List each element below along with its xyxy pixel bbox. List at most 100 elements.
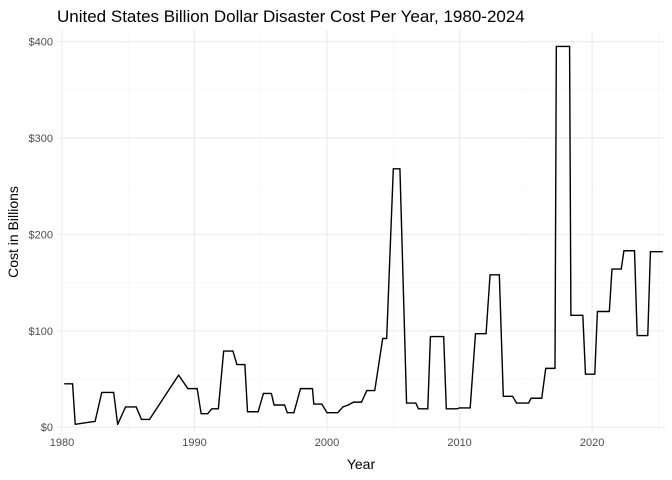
x-axis-title: Year [347,456,376,472]
data-point [187,388,189,390]
data-point [485,333,487,335]
x-tick-label: 1980 [50,437,74,449]
data-point [148,418,151,421]
data-point [299,388,302,390]
data-point [596,310,599,313]
data-point [386,337,388,340]
data-point [502,395,504,397]
data-point [608,310,610,313]
data-point [352,401,355,403]
data-point [337,412,339,414]
data-point [511,395,514,397]
y-axis-ticks: $0 $100 $200 $300 $400 [29,37,53,435]
data-point [326,412,328,414]
data-point [554,367,556,369]
data-point [140,418,143,421]
x-tick-label: 1990 [182,437,206,449]
data-point [236,363,238,366]
data-point [636,334,638,337]
data-point [135,406,137,408]
data-point [429,335,432,338]
data-point [87,421,90,423]
grid [58,30,665,432]
data-point [661,251,663,253]
data-point [246,411,249,413]
data-point [293,412,295,414]
data-point [458,407,461,409]
data-point [81,422,83,424]
data-point [257,411,259,413]
y-axis-title: Cost in Billions [5,186,21,278]
data-point [570,314,572,316]
data-point [443,335,445,338]
y-tick-label: $300 [29,133,53,145]
x-tick-label: 2000 [315,437,339,449]
y-tick-label: $400 [29,37,53,49]
data-point [647,334,649,337]
data-point [311,388,314,390]
data-point [405,402,408,404]
data-point [545,367,547,369]
data-point [211,408,213,410]
data-point [217,408,219,410]
data-point [244,363,246,366]
data-point [415,402,417,404]
data-point [342,406,344,408]
data-point [207,413,209,415]
data-point [262,392,265,395]
x-tick-label: 2020 [580,437,604,449]
data-point [527,402,530,404]
data-point [200,413,202,415]
data-point [113,391,115,394]
data-point [124,406,127,408]
data-point [623,250,625,252]
data-point [611,268,613,270]
data-point [456,408,458,410]
y-tick-label: $200 [29,229,53,241]
data-point [399,168,401,170]
data-point [498,274,500,276]
data-point [178,374,180,376]
data-point [555,45,557,47]
data-point [392,168,394,170]
data-point [584,373,587,375]
y-tick-label: $0 [41,422,53,434]
data-point [469,407,471,409]
data-point [284,404,286,406]
data-point [649,251,652,253]
data-point [196,388,198,390]
data-point [71,383,74,385]
data-point [489,274,491,276]
data-point [474,333,477,335]
data-point [64,383,66,385]
data-point [223,350,225,352]
data-point [374,389,376,392]
data-point [541,397,543,399]
data-point [313,403,315,405]
data-point [232,350,234,352]
data-point [530,397,532,399]
y-tick-label: $100 [29,326,53,338]
data-point [594,373,596,375]
series-line [64,45,663,425]
data-point [286,412,288,414]
data-point [94,420,96,422]
data-point [445,408,447,410]
data-point [366,389,368,392]
data-point [270,392,272,395]
x-tick-label: 2010 [447,437,471,449]
data-point [633,250,636,252]
data-points [64,45,663,425]
data-point [347,404,349,406]
data-point [568,45,571,47]
data-point [74,423,76,425]
data-point [427,408,429,410]
data-point [321,403,323,405]
data-point [620,268,622,270]
data-point [382,337,384,340]
data-point [117,423,119,425]
data-point [101,391,103,394]
data-point [515,402,518,404]
data-point [273,404,275,406]
